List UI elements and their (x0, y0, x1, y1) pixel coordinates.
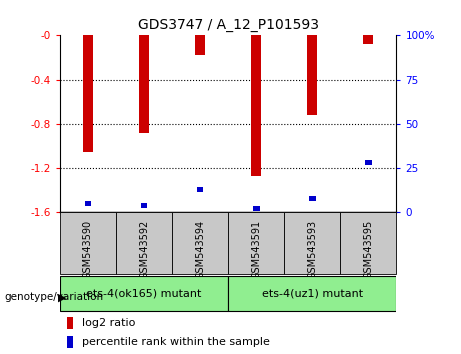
Bar (251, 35, 261, 176)
Bar (60, 276, 228, 312)
Text: GSM543591: GSM543591 (251, 220, 261, 279)
Bar (67, 317, 73, 329)
Bar (197, 187, 203, 192)
Bar (116, 212, 172, 274)
Bar (83, 35, 93, 152)
Text: GSM543595: GSM543595 (363, 220, 373, 279)
Bar (284, 212, 340, 274)
Bar (253, 206, 260, 211)
Bar (60, 212, 116, 274)
Bar (309, 196, 316, 201)
Title: GDS3747 / A_12_P101593: GDS3747 / A_12_P101593 (138, 18, 319, 32)
Bar (365, 160, 372, 165)
Bar (340, 212, 396, 274)
Bar (141, 203, 148, 208)
Bar (172, 212, 228, 274)
Text: genotype/variation: genotype/variation (5, 292, 104, 302)
Text: ets-4(ok165) mutant: ets-4(ok165) mutant (86, 289, 202, 299)
Bar (139, 35, 149, 133)
Text: log2 ratio: log2 ratio (82, 318, 135, 328)
Text: ▶: ▶ (58, 292, 66, 302)
Bar (363, 35, 373, 44)
Bar (85, 201, 91, 206)
Bar (67, 337, 73, 348)
Text: percentile rank within the sample: percentile rank within the sample (82, 337, 270, 347)
Text: GSM543594: GSM543594 (195, 220, 205, 279)
Bar (228, 212, 284, 274)
Text: ets-4(uz1) mutant: ets-4(uz1) mutant (262, 289, 363, 299)
Bar (228, 276, 396, 312)
Bar (195, 35, 205, 55)
Bar (307, 35, 317, 115)
Text: GSM543592: GSM543592 (139, 220, 149, 279)
Text: GSM543593: GSM543593 (307, 220, 317, 279)
Text: GSM543590: GSM543590 (83, 220, 93, 279)
